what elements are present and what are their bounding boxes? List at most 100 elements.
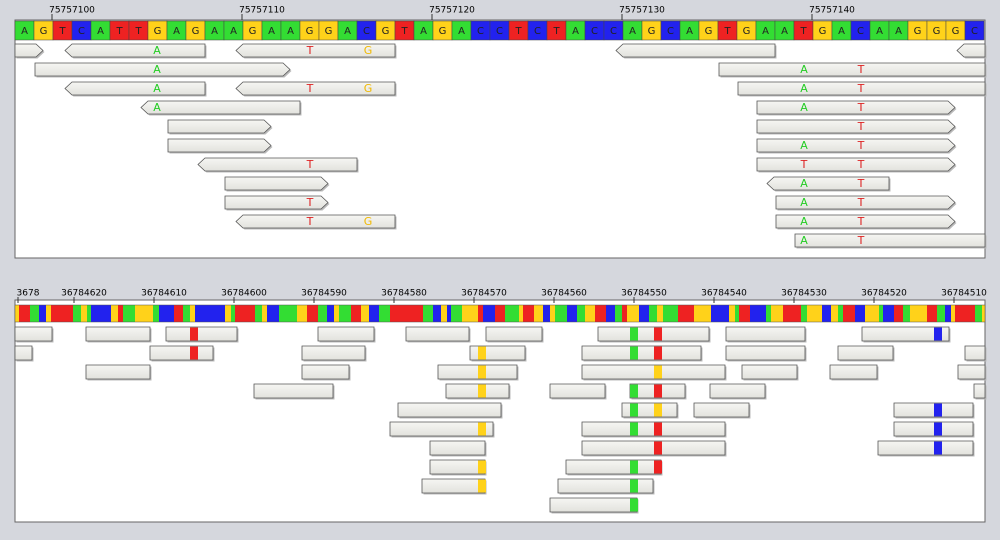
base-cell bbox=[729, 305, 735, 322]
mismatch-letter: T bbox=[857, 158, 865, 171]
base-cell bbox=[735, 305, 739, 322]
read bbox=[429, 459, 486, 475]
base-cell bbox=[451, 305, 462, 322]
read bbox=[737, 81, 986, 96]
mismatch-letter: T bbox=[857, 177, 865, 190]
base-cell bbox=[225, 305, 231, 322]
base-cell bbox=[771, 305, 783, 322]
tick-label: 36784530 bbox=[781, 289, 827, 299]
base-cell bbox=[606, 305, 615, 322]
base-cell bbox=[471, 305, 478, 322]
tick-label: 36784560 bbox=[541, 289, 587, 299]
base-cell bbox=[663, 305, 667, 322]
tick-label: 36784570 bbox=[461, 289, 507, 299]
read bbox=[549, 497, 638, 513]
base-cell bbox=[711, 305, 721, 322]
read bbox=[224, 195, 329, 210]
read bbox=[14, 43, 44, 58]
base-cell bbox=[766, 305, 771, 322]
base-letter: G bbox=[154, 26, 162, 37]
mismatch-block bbox=[630, 384, 638, 398]
base-letter: T bbox=[400, 26, 408, 37]
mismatch-block bbox=[654, 365, 662, 379]
base-cell bbox=[555, 305, 567, 322]
base-cell bbox=[649, 305, 657, 322]
base-cell bbox=[190, 305, 195, 322]
base-letter: C bbox=[363, 26, 370, 37]
base-letter: A bbox=[686, 26, 693, 37]
read bbox=[557, 478, 654, 494]
strip-border bbox=[14, 304, 986, 323]
mismatch-letter: A bbox=[153, 82, 161, 95]
read bbox=[64, 81, 206, 96]
base-letter: G bbox=[705, 26, 713, 37]
mismatch-block bbox=[934, 403, 942, 417]
base-cell bbox=[567, 305, 577, 322]
base-cell bbox=[46, 305, 51, 322]
base-cell bbox=[505, 305, 513, 322]
base-letter: G bbox=[40, 26, 48, 37]
base-letter: G bbox=[306, 26, 314, 37]
mismatch-letter: T bbox=[857, 82, 865, 95]
tick-label: 36784550 bbox=[621, 289, 667, 299]
base-letter: T bbox=[514, 26, 522, 37]
base-cell bbox=[390, 305, 399, 322]
read bbox=[140, 100, 301, 115]
base-cell bbox=[855, 305, 865, 322]
base-letter: G bbox=[914, 26, 922, 37]
base-cell bbox=[945, 305, 951, 322]
read bbox=[224, 176, 329, 191]
base-letter: A bbox=[21, 26, 28, 37]
read bbox=[485, 326, 543, 342]
mismatch-block bbox=[654, 346, 662, 360]
base-cell bbox=[307, 305, 318, 322]
base-letter: C bbox=[477, 26, 484, 37]
base-cell bbox=[678, 305, 687, 322]
base-cell bbox=[462, 305, 471, 322]
base-cell bbox=[423, 305, 433, 322]
base-letter: A bbox=[762, 26, 769, 37]
base-cell bbox=[297, 305, 303, 322]
mismatch-letter: T bbox=[306, 82, 314, 95]
base-cell bbox=[207, 305, 217, 322]
read bbox=[581, 421, 726, 437]
mismatch-block bbox=[478, 384, 486, 398]
base-letter: A bbox=[838, 26, 845, 37]
read bbox=[64, 43, 206, 58]
base-letter: A bbox=[458, 26, 465, 37]
base-cell bbox=[550, 305, 555, 322]
mismatch-block bbox=[630, 327, 638, 341]
base-cell bbox=[246, 305, 255, 322]
base-cell bbox=[255, 305, 262, 322]
base-cell bbox=[843, 305, 855, 322]
base-letter: G bbox=[819, 26, 827, 37]
mismatch-block bbox=[654, 441, 662, 455]
base-cell bbox=[831, 305, 838, 322]
base-cell bbox=[135, 305, 145, 322]
base-letter: G bbox=[743, 26, 751, 37]
mismatch-block bbox=[478, 346, 486, 360]
mismatch-letter: A bbox=[153, 44, 161, 57]
read bbox=[581, 364, 726, 380]
tick-label: 75757130 bbox=[619, 6, 665, 16]
tick-label: 75757100 bbox=[49, 6, 95, 16]
base-cell bbox=[235, 305, 246, 322]
read bbox=[437, 364, 518, 380]
base-cell bbox=[153, 305, 159, 322]
tick-label: 36784510 bbox=[941, 289, 987, 299]
read bbox=[756, 157, 956, 172]
base-letter: A bbox=[895, 26, 902, 37]
tick-label: 3678 bbox=[17, 289, 40, 299]
mismatch-block bbox=[190, 346, 198, 360]
mismatch-letter: A bbox=[800, 101, 808, 114]
base-cell bbox=[915, 305, 927, 322]
base-letter: A bbox=[287, 26, 294, 37]
base-cell bbox=[955, 305, 966, 322]
tick-label: 36784620 bbox=[61, 289, 107, 299]
read bbox=[709, 383, 766, 399]
tick-label: 36784590 bbox=[301, 289, 347, 299]
tick-label: 75757120 bbox=[429, 6, 475, 16]
base-cell bbox=[951, 305, 955, 322]
base-cell bbox=[534, 305, 543, 322]
base-letter: A bbox=[97, 26, 104, 37]
